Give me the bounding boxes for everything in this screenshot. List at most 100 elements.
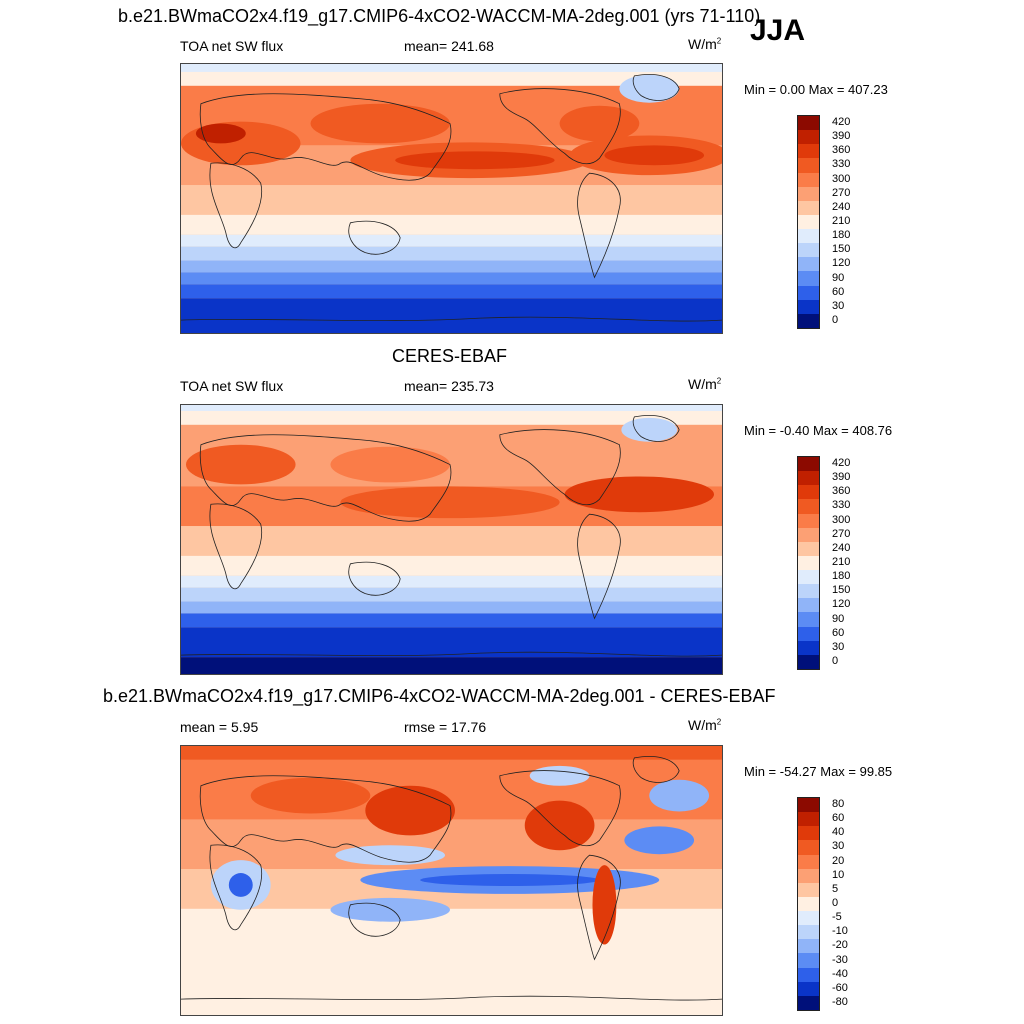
colorbar-tick-label: 60 <box>832 812 845 825</box>
colorbar-swatch <box>798 229 819 244</box>
colorbar-swatch <box>798 995 819 1010</box>
colorbar-tick-label: 90 <box>832 612 845 625</box>
colorbar-tick-label: 30 <box>832 640 845 653</box>
colorbar-swatch <box>798 925 819 940</box>
colorbar-swatch <box>798 612 819 627</box>
colorbar-tick-label: 90 <box>832 271 845 284</box>
colorbar-tick-label: 390 <box>832 471 851 484</box>
colorbar-tick-label: 5 <box>832 882 839 895</box>
panel3-minmax: Min = -54.27 Max = 99.85 <box>744 764 893 779</box>
colorbar-swatch <box>798 939 819 954</box>
season-label: JJA <box>750 14 806 47</box>
colorbar-swatch <box>798 257 819 272</box>
colorbar-tick-label: 180 <box>832 229 851 242</box>
colorbar-swatch <box>798 186 819 201</box>
colorbar-tick-label: -5 <box>832 911 842 924</box>
colorbar-swatch <box>798 158 819 173</box>
colorbar-swatch <box>798 271 819 286</box>
colorbar-tick-label: 330 <box>832 158 851 171</box>
colorbar-tick-label: -30 <box>832 953 848 966</box>
panel1-mean-label: mean= 241.68 <box>404 38 494 54</box>
colorbar-swatch <box>798 116 819 131</box>
colorbar-swatch <box>798 598 819 613</box>
colorbar-tick-label: -60 <box>832 981 848 994</box>
colorbar-tick-label: 270 <box>832 527 851 540</box>
colorbar-swatch <box>798 654 819 669</box>
colorbar-tick-label: 60 <box>832 285 845 298</box>
panel1-title: b.e21.BWmaCO2x4.f19_g17.CMIP6-4xCO2-WACC… <box>118 6 761 26</box>
colorbar-swatch <box>798 981 819 996</box>
colorbar-tick-label: -80 <box>832 995 848 1008</box>
colorbar-swatch <box>798 172 819 187</box>
colorbar-tick-label: 420 <box>832 116 851 129</box>
colorbar-tick-label: 240 <box>832 200 851 213</box>
panel1-minmax: Min = 0.00 Max = 407.23 <box>744 82 888 97</box>
colorbar-swatch <box>798 214 819 229</box>
colorbar-swatch <box>798 640 819 655</box>
colorbar-tick-label: 60 <box>832 626 845 639</box>
panel1-variable-label: TOA net SW flux <box>180 38 284 54</box>
colorbar-tick-label: 30 <box>832 840 845 853</box>
colorbar-swatch <box>798 130 819 145</box>
colorbar-swatch <box>798 144 819 159</box>
colorbar-swatch <box>798 200 819 215</box>
colorbar-tick-label: 120 <box>832 598 851 611</box>
colorbar-swatch <box>798 513 819 528</box>
colorbar-tick-label: 270 <box>832 186 851 199</box>
colorbar-tick-label: 210 <box>832 215 851 227</box>
colorbar-swatch <box>798 868 819 883</box>
panel3-units: W/m2 <box>688 717 722 733</box>
colorbar-tick-label: 150 <box>832 243 851 256</box>
colorbar-tick-label: 180 <box>832 570 851 583</box>
colorbar-swatch <box>798 285 819 300</box>
colorbar-swatch <box>798 626 819 641</box>
panel2-mean-label: mean= 235.73 <box>404 378 494 394</box>
colorbar-swatch <box>798 840 819 855</box>
colorbar-tick-label: 150 <box>832 584 851 597</box>
colorbar-swatch <box>798 499 819 514</box>
colorbar-swatch <box>798 485 819 500</box>
panel2-minmax: Min = -0.40 Max = 408.76 <box>744 423 893 438</box>
colorbar-tick-label: 10 <box>832 868 845 881</box>
colorbar-swatch <box>798 541 819 556</box>
panel3-map <box>180 745 723 1016</box>
colorbar-swatch <box>798 555 819 570</box>
colorbar-swatch <box>798 812 819 827</box>
colorbar-swatch <box>798 953 819 968</box>
colorbar-swatch <box>798 967 819 982</box>
colorbar-tick-label: 0 <box>832 654 839 667</box>
panel3-rmse-label: rmse = 17.76 <box>404 719 487 735</box>
colorbar-swatch <box>798 570 819 585</box>
colorbar-tick-label: 0 <box>832 897 839 909</box>
panel2-colorbar <box>797 456 820 670</box>
colorbar-tick-label: 330 <box>832 499 851 512</box>
panel2-variable-label: TOA net SW flux <box>180 378 284 394</box>
colorbar-tick-label: 360 <box>832 144 851 157</box>
colorbar-swatch <box>798 882 819 897</box>
colorbar-tick-label: 80 <box>832 798 845 811</box>
colorbar-tick-label: 390 <box>832 130 851 143</box>
panel2-map <box>180 404 723 675</box>
colorbar-swatch <box>798 313 819 328</box>
colorbar-swatch <box>798 299 819 314</box>
colorbar-tick-label: 120 <box>832 257 851 270</box>
colorbar-tick-label: -20 <box>832 939 848 952</box>
colorbar-tick-label: 300 <box>832 513 851 526</box>
panel1-units: W/m2 <box>688 36 722 52</box>
panel2-units: W/m2 <box>688 376 722 392</box>
colorbar-swatch <box>798 471 819 486</box>
colorbar-swatch <box>798 854 819 869</box>
colorbar-swatch <box>798 457 819 472</box>
colorbar-tick-label: 20 <box>832 854 845 867</box>
colorbar-swatch <box>798 798 819 813</box>
panel3-mean-label: mean = 5.95 <box>180 719 259 735</box>
panel3-colorbar <box>797 797 820 1011</box>
colorbar-swatch <box>798 911 819 926</box>
panel3-title: b.e21.BWmaCO2x4.f19_g17.CMIP6-4xCO2-WACC… <box>103 686 776 706</box>
colorbar-swatch <box>798 584 819 599</box>
colorbar-tick-label: 240 <box>832 541 851 554</box>
panel2-title: CERES-EBAF <box>392 346 508 366</box>
colorbar-tick-label: 30 <box>832 299 845 312</box>
colorbar-tick-label: 210 <box>832 556 851 568</box>
colorbar-tick-label: 40 <box>832 826 845 839</box>
